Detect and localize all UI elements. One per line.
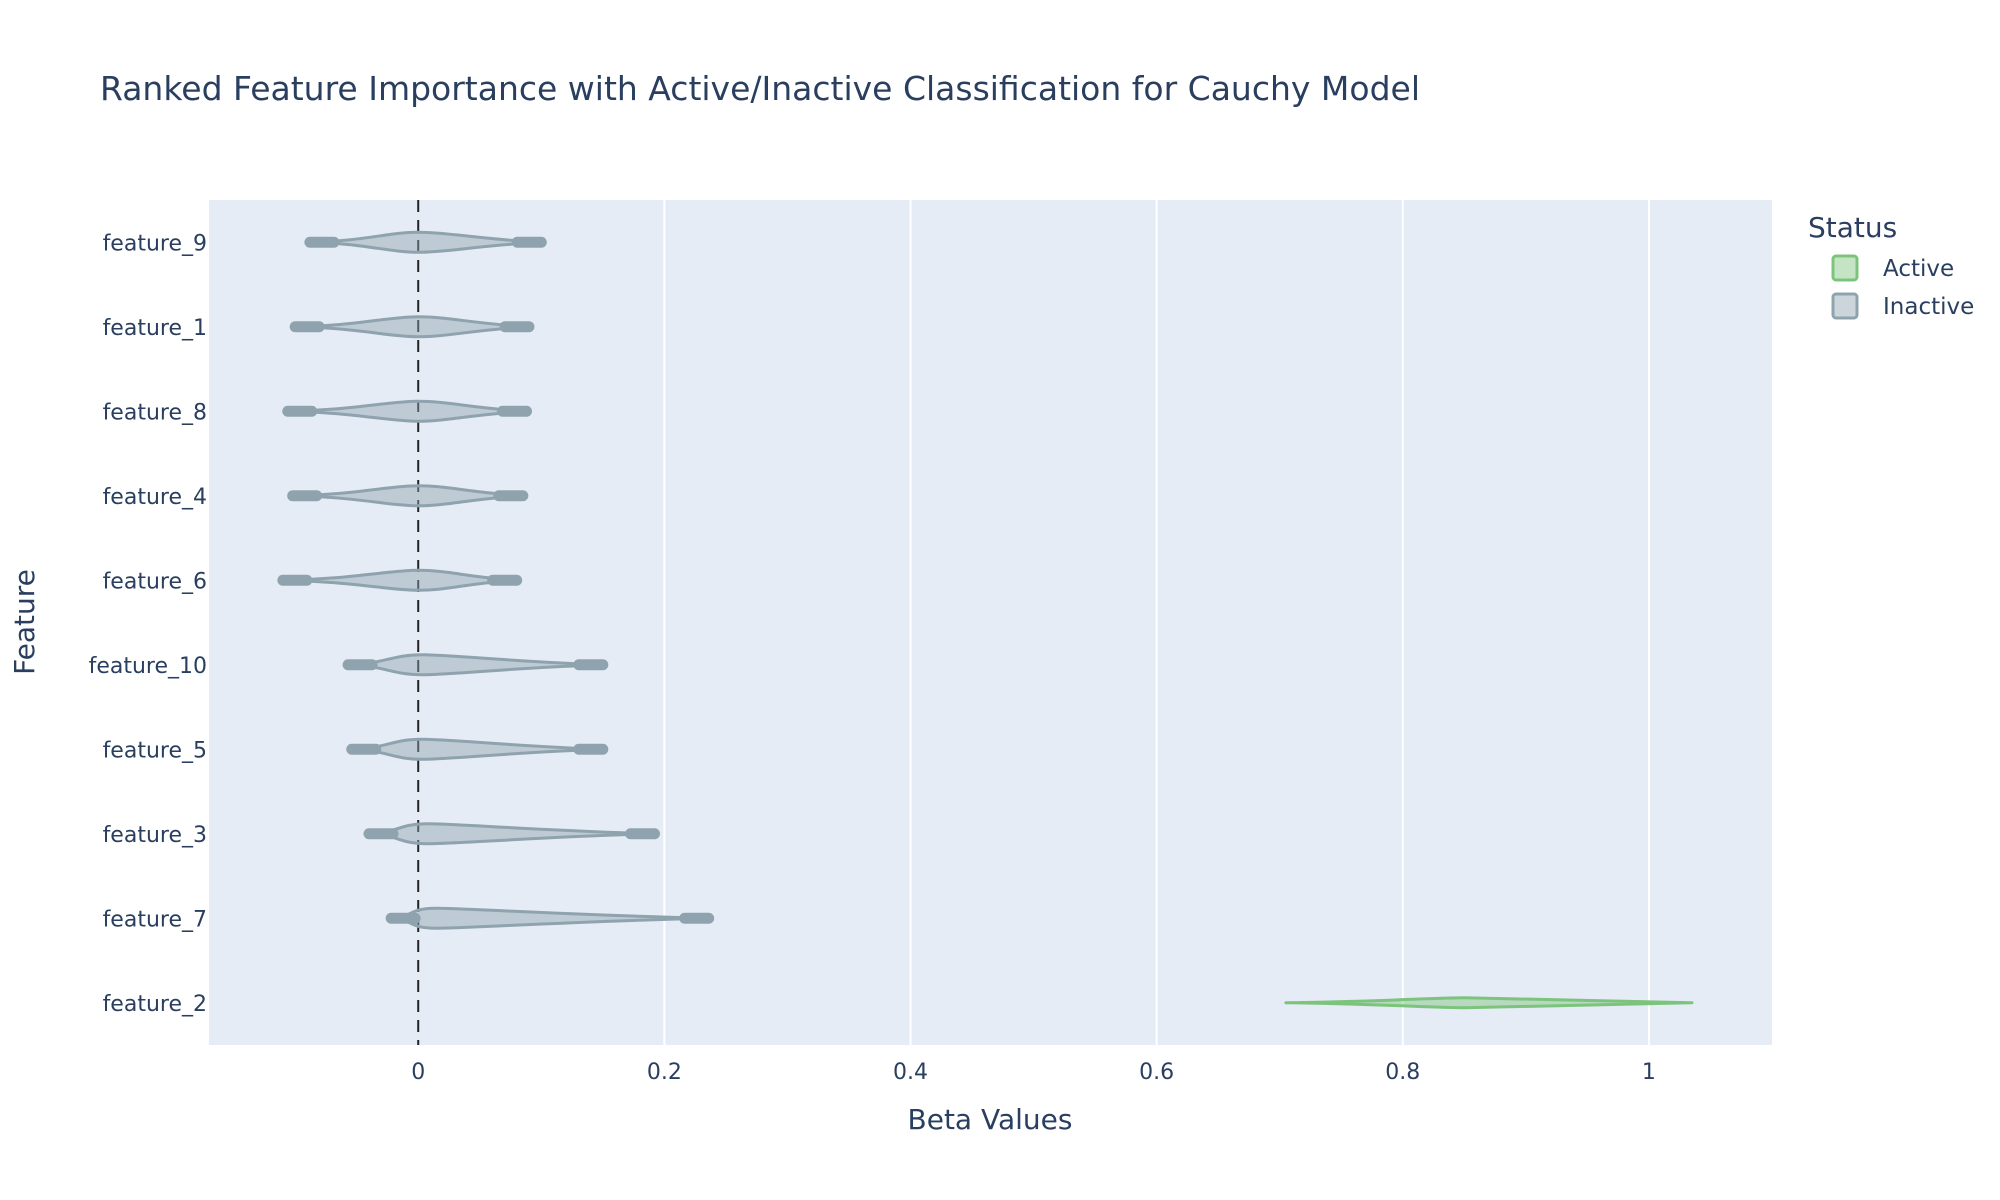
y-tick-label: feature_4 [103, 485, 207, 510]
y-tick-label: feature_7 [103, 907, 207, 932]
violin-feature_2 [1284, 996, 1694, 1010]
y-axis-title: Feature [8, 569, 41, 675]
y-tick-label: feature_9 [103, 231, 207, 256]
x-tick-labels: 0 0.2 0.4 0.6 0.8 1 [411, 1060, 1656, 1085]
y-tick-label: feature_3 [103, 823, 207, 848]
legend-label-active[interactable]: Active [1883, 256, 1954, 282]
x-tick-label: 0.8 [1385, 1060, 1420, 1085]
x-axis-title: Beta Values [908, 1103, 1073, 1136]
gridlines [663, 200, 1650, 1045]
y-tick-label: feature_2 [103, 992, 207, 1017]
x-tick-label: 0.4 [893, 1060, 928, 1085]
y-tick-label: feature_6 [103, 569, 207, 594]
y-tick-labels: feature_9 feature_1 feature_8 feature_4feat… [89, 231, 207, 1017]
legend-title: Status [1808, 211, 1897, 244]
legend-swatch-active[interactable] [1831, 254, 1859, 282]
legend: Status Active Inactive [1808, 211, 1974, 320]
y-tick-label: feature_1 [103, 316, 207, 341]
y-tick-label: feature_8 [103, 400, 207, 425]
y-tick-label: feature_5 [103, 738, 207, 763]
legend-label-inactive[interactable]: Inactive [1883, 294, 1974, 320]
x-tick-label: 1 [1642, 1060, 1656, 1085]
x-tick-label: 0 [411, 1060, 425, 1085]
plot-background [209, 200, 1772, 1045]
x-tick-label: 0.6 [1139, 1060, 1174, 1085]
chart-title: Ranked Feature Importance with Active/In… [100, 69, 1420, 108]
violins [277, 230, 1694, 1010]
x-tick-label: 0.2 [647, 1060, 682, 1085]
y-tick-label: feature_10 [89, 654, 207, 679]
legend-swatch-inactive[interactable] [1831, 292, 1859, 320]
